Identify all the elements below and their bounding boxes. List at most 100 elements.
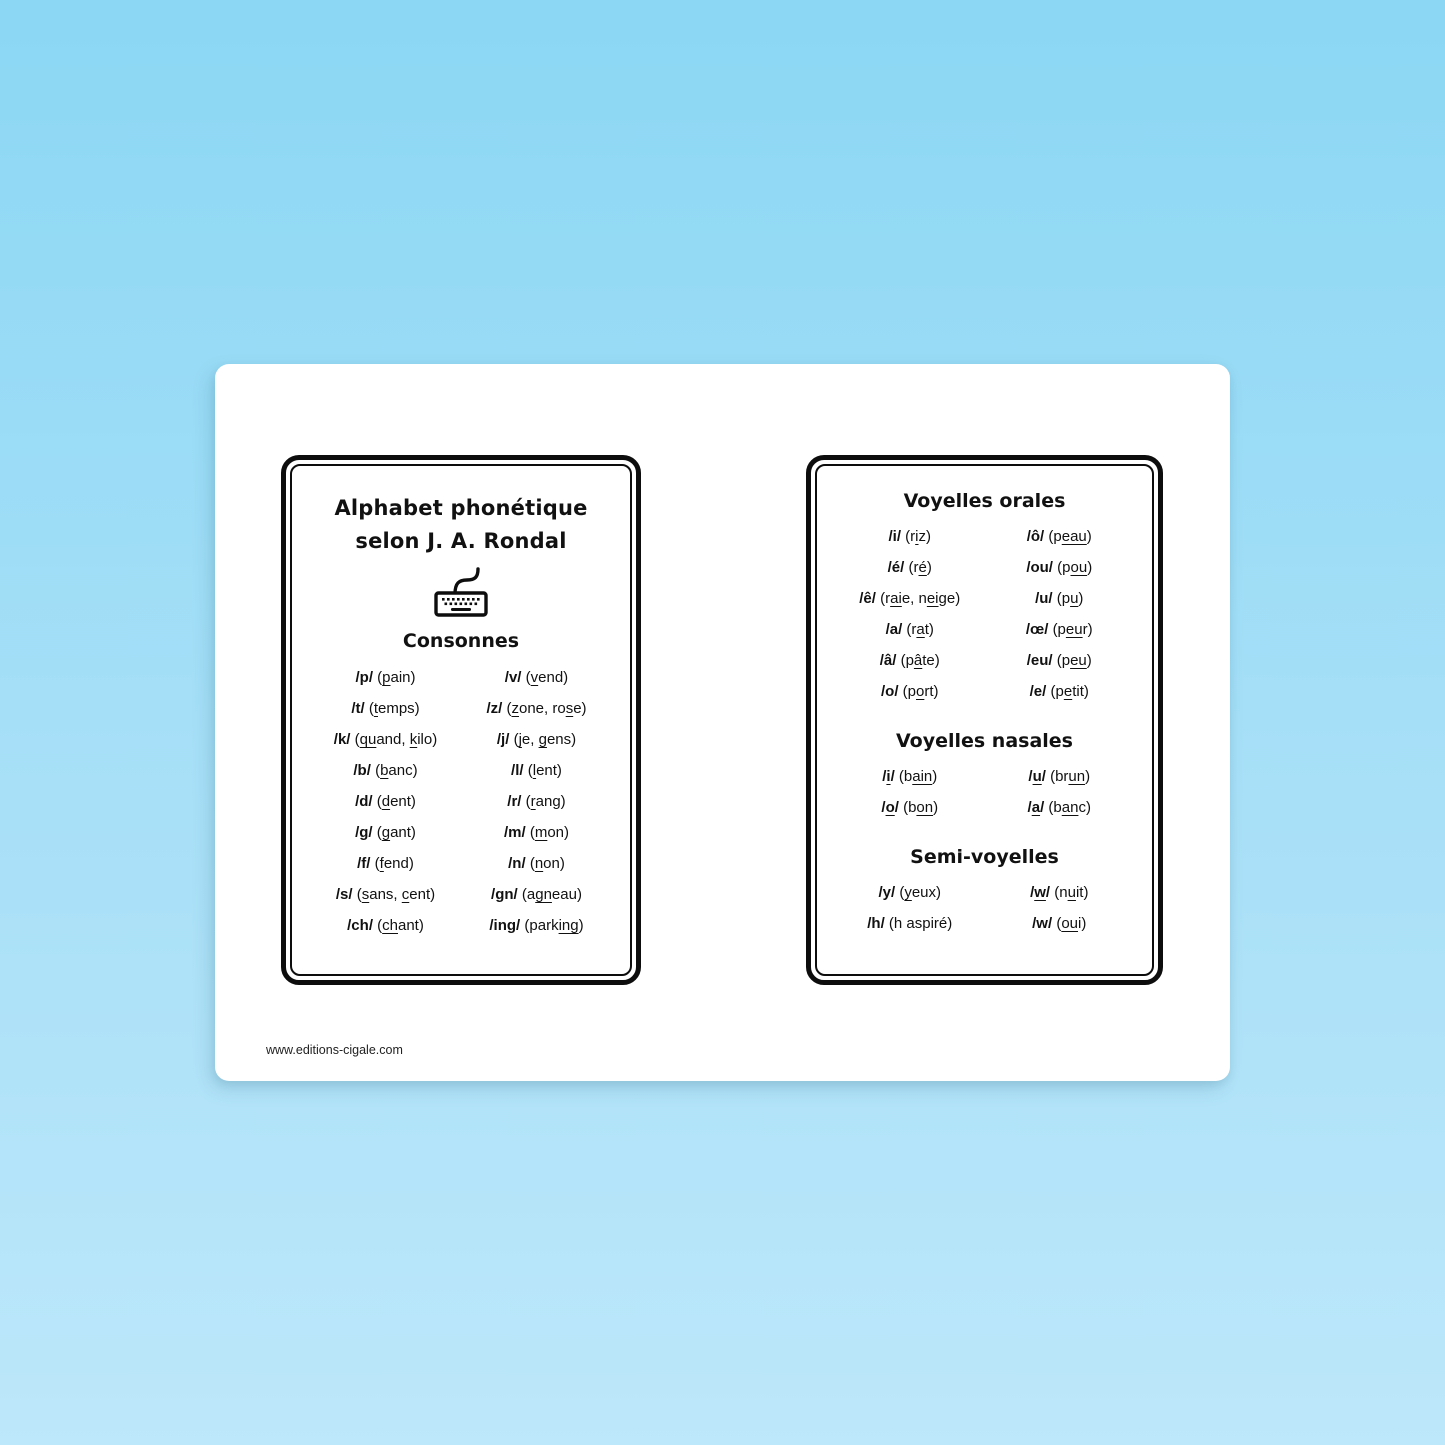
phoneme-entry: /t/ (temps) [310, 700, 461, 717]
phoneme-example: (pain) [377, 669, 416, 686]
phoneme-example: (vend) [525, 669, 569, 686]
phoneme-example: (pu) [1056, 590, 1084, 607]
phoneme-entry: /e/ (petit) [985, 683, 1135, 700]
phoneme-entry: /ou/ (pou) [985, 559, 1135, 576]
panel-voyelles: Voyelles orales /i/ (riz)/ô/ (peau)/é/ (… [806, 455, 1163, 985]
semi-voyelles-list: /y/ (yeux)/w/ (nuit)/h/ (h aspiré)/w/ (o… [817, 884, 1152, 932]
phoneme-example: (bain) [898, 768, 938, 785]
phoneme-entry: /ch/ (chant) [310, 917, 461, 934]
phoneme-example: (peau) [1048, 528, 1092, 545]
phoneme-entry: /o/ (port) [835, 683, 985, 700]
phoneme-entry: /v/ (vend) [461, 669, 612, 686]
phoneme-example: (peur) [1052, 621, 1093, 638]
phoneme-symbol: /s/ [335, 886, 353, 903]
voyelles-orales-list: /i/ (riz)/ô/ (peau)/é/ (ré)/ou/ (pou)/ê/… [817, 528, 1152, 700]
phoneme-entry: /y/ (yeux) [835, 884, 985, 901]
phoneme-symbol: /r/ [507, 793, 522, 810]
phoneme-entry: /m/ (mon) [461, 824, 612, 841]
phoneme-example: (pâte) [900, 652, 940, 669]
phoneme-example: (lent) [527, 762, 562, 779]
phoneme-entry: /p/ (pain) [310, 669, 461, 686]
phoneme-example: (rang) [525, 793, 566, 810]
phoneme-symbol: /a/ [885, 621, 903, 638]
phoneme-example: (quand, kilo) [354, 731, 438, 748]
phoneme-entry: /u/ (brun) [985, 768, 1135, 785]
phoneme-symbol: /ê/ [859, 590, 876, 607]
phoneme-example: (h aspiré) [888, 915, 953, 932]
consonnes-heading: Consonnes [402, 630, 520, 652]
phoneme-example: (petit) [1050, 683, 1089, 700]
phoneme-entry: /ing/ (parking) [461, 917, 612, 934]
phoneme-example: (yeux) [899, 884, 942, 901]
phoneme-entry: /z/ (zone, rose) [461, 700, 612, 717]
phoneme-symbol: /ing/ [489, 917, 521, 934]
title-line-2: selon J. A. Rondal [355, 529, 567, 553]
panel-inner-border: Alphabet phonétique selon J. A. Rondal [290, 464, 632, 976]
phoneme-entry: /l/ (lent) [461, 762, 612, 779]
phoneme-entry: /i/ (riz) [835, 528, 985, 545]
phoneme-symbol: /b/ [353, 762, 371, 779]
phoneme-symbol: /p/ [355, 669, 373, 686]
phoneme-entry: /ô/ (peau) [985, 528, 1135, 545]
phoneme-symbol: /y/ [878, 884, 896, 901]
phoneme-entry: /w/ (nuit) [985, 884, 1135, 901]
phoneme-example: (dent) [376, 793, 416, 810]
phoneme-example: (gant) [376, 824, 416, 841]
phoneme-symbol: /g/ [355, 824, 373, 841]
phoneme-symbol: /w/ [1030, 884, 1051, 901]
phoneme-entry: /w/ (oui) [985, 915, 1135, 932]
phoneme-entry: /a/ (banc) [985, 799, 1135, 816]
phoneme-symbol: /i/ [882, 768, 895, 785]
phoneme-entry: /g/ (gant) [310, 824, 461, 841]
phoneme-entry: /é/ (ré) [835, 559, 985, 576]
panel-inner-border: Voyelles orales /i/ (riz)/ô/ (peau)/é/ (… [815, 464, 1154, 976]
phoneme-example: (brun) [1050, 768, 1091, 785]
phoneme-symbol: /ô/ [1026, 528, 1045, 545]
keyboard-icon [432, 566, 490, 618]
phoneme-example: (agneau) [521, 886, 582, 903]
phoneme-example: (parking) [524, 917, 584, 934]
phoneme-example: (rat) [906, 621, 934, 638]
phoneme-entry: /r/ (rang) [461, 793, 612, 810]
phoneme-symbol: /eu/ [1026, 652, 1053, 669]
phoneme-example: (temps) [368, 700, 420, 717]
phoneme-symbol: /u/ [1035, 590, 1053, 607]
phoneme-symbol: /m/ [503, 824, 526, 841]
phoneme-example: (peu) [1056, 652, 1092, 669]
phoneme-entry: /ê/ (raie, neige) [835, 590, 985, 607]
phoneme-example: (zone, rose) [506, 700, 587, 717]
phoneme-entry: /f/ (fend) [310, 855, 461, 872]
phoneme-symbol: /â/ [879, 652, 897, 669]
phoneme-symbol: /u/ [1028, 768, 1046, 785]
phoneme-entry: /j/ (je, gens) [461, 731, 612, 748]
consonnes-list: /p/ (pain)/v/ (vend)/t/ (temps)/z/ (zone… [292, 669, 630, 934]
phoneme-symbol: /gn/ [491, 886, 518, 903]
phoneme-entry: /o/ (bon) [835, 799, 985, 816]
phoneme-entry: /d/ (dent) [310, 793, 461, 810]
phoneme-symbol: /i/ [888, 528, 901, 545]
phoneme-example: (fend) [374, 855, 414, 872]
phoneme-symbol: /ou/ [1026, 559, 1053, 576]
title-line-1: Alphabet phonétique [334, 496, 588, 520]
phoneme-symbol: /o/ [881, 799, 899, 816]
phoneme-symbol: /é/ [887, 559, 905, 576]
phoneme-example: (oui) [1056, 915, 1087, 932]
phoneme-symbol: /e/ [1029, 683, 1047, 700]
phoneme-symbol: /n/ [508, 855, 526, 872]
phoneme-example: (non) [529, 855, 565, 872]
phoneme-symbol: /t/ [351, 700, 365, 717]
phoneme-symbol: /h/ [867, 915, 885, 932]
phoneme-symbol: /o/ [880, 683, 899, 700]
phoneme-symbol: /d/ [355, 793, 373, 810]
phoneme-symbol: /l/ [511, 762, 524, 779]
phoneme-entry: /u/ (pu) [985, 590, 1135, 607]
phoneme-entry: /n/ (non) [461, 855, 612, 872]
voyelles-orales-heading: Voyelles orales [903, 490, 1066, 512]
phoneme-symbol: /z/ [486, 700, 503, 717]
phoneme-entry: /i/ (bain) [835, 768, 985, 785]
voyelles-nasales-heading: Voyelles nasales [895, 730, 1073, 752]
phoneme-entry: /k/ (quand, kilo) [310, 731, 461, 748]
phoneme-symbol: /ch/ [347, 917, 373, 934]
phoneme-example: (sans, cent) [356, 886, 436, 903]
phoneme-example: (chant) [377, 917, 424, 934]
